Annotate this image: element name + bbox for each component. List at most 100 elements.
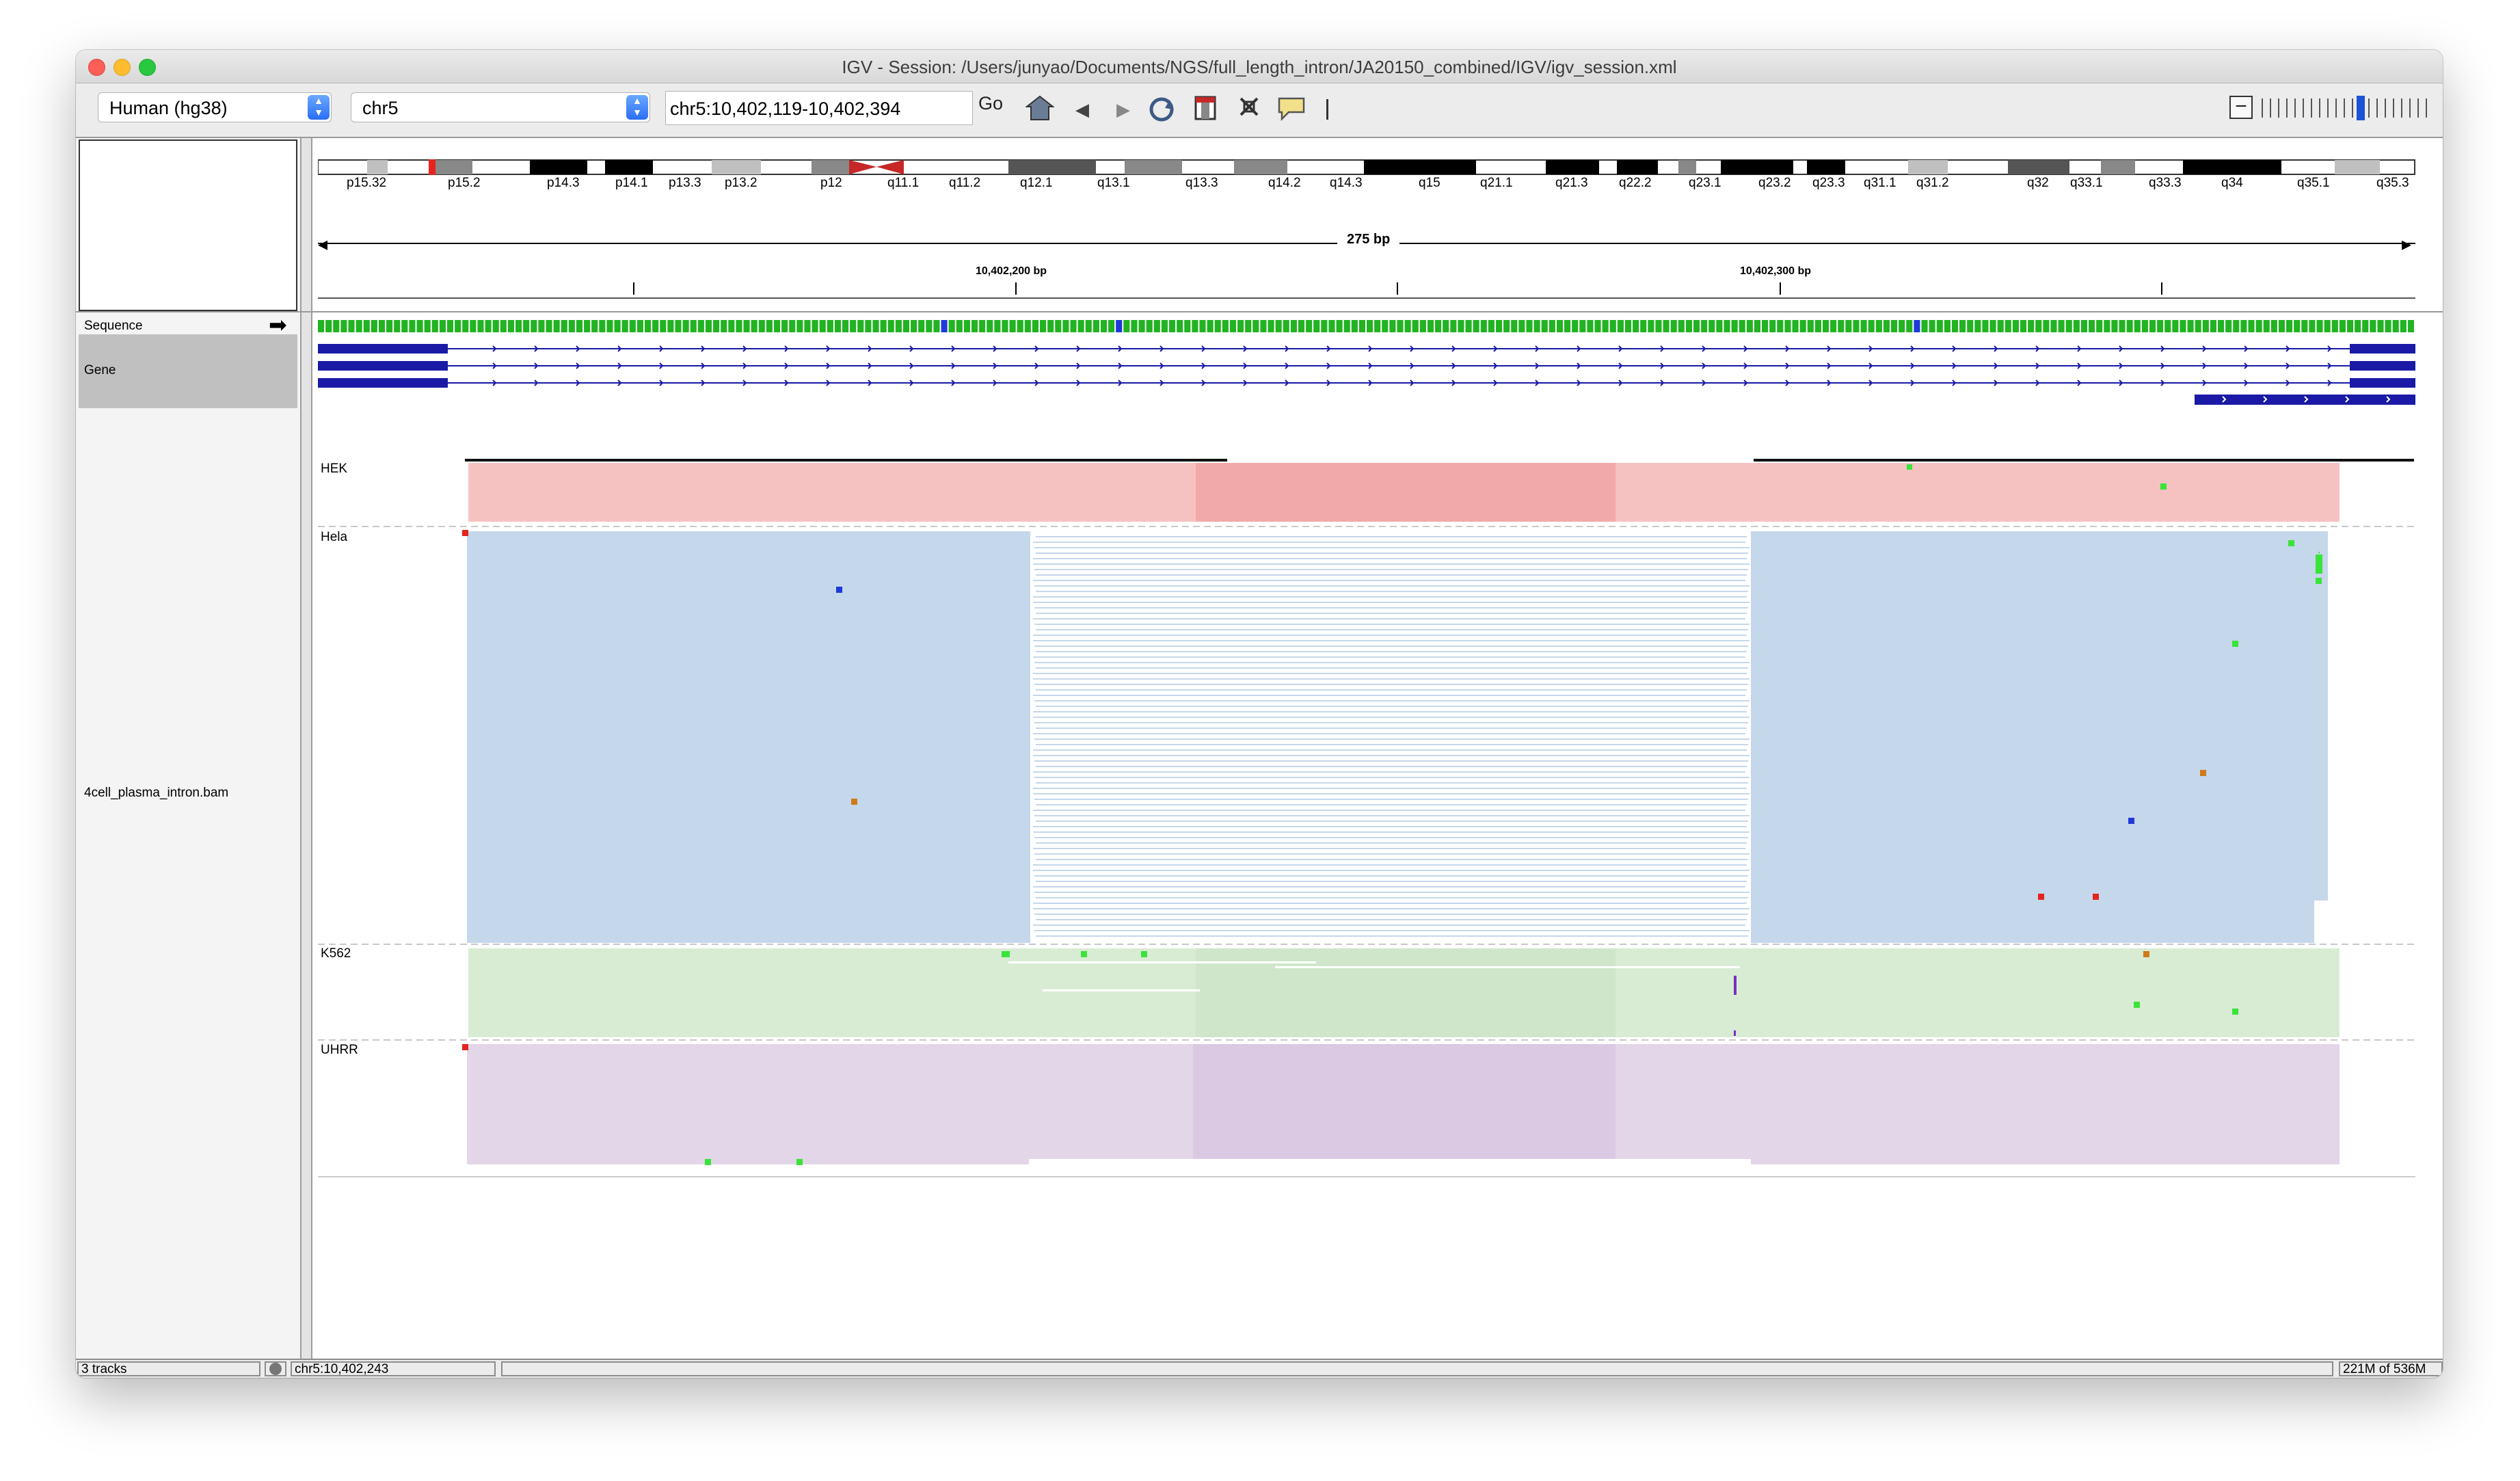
- base-mark: [1077, 320, 1084, 332]
- panel-divider[interactable]: [300, 138, 312, 1359]
- base-mark: [1989, 320, 1996, 332]
- go-button[interactable]: Go: [978, 93, 1004, 114]
- base-mark: [2278, 320, 2286, 332]
- gene-track[interactable]: [318, 341, 2415, 409]
- strand-chevron: [1326, 379, 1331, 386]
- ruler-tick: [1015, 282, 1017, 295]
- maximize-window-button[interactable]: [139, 59, 156, 76]
- base-mark: [1784, 320, 1791, 332]
- track-label-bam[interactable]: 4cell_plasma_intron.bam: [84, 786, 229, 800]
- base-mark: [2370, 320, 2376, 332]
- chevron-updown-icon: ▲ ▼: [626, 95, 648, 120]
- strand-chevron: [1118, 379, 1123, 386]
- strand-chevron: [1910, 379, 1915, 386]
- base-mark: [1807, 320, 1814, 332]
- base-mark: [1974, 320, 1981, 332]
- base-mark: [948, 320, 955, 332]
- strand-chevron: [2160, 345, 2165, 352]
- band-label: q11.1: [887, 176, 920, 190]
- group-label-uhrr: UHRR: [321, 1043, 358, 1057]
- chromosome-dropdown[interactable]: chr5 ▲ ▼: [351, 92, 650, 122]
- track-label-sequence[interactable]: Sequence: [84, 319, 143, 333]
- band-label: q21.3: [1555, 176, 1588, 190]
- strand-chevron: [1618, 345, 1623, 352]
- band-label: q23.3: [1812, 176, 1845, 190]
- minimize-window-button[interactable]: [113, 59, 131, 76]
- base-mark: [2043, 320, 2050, 332]
- home-icon[interactable]: [1025, 94, 1055, 124]
- strand-chevron: [1743, 345, 1748, 352]
- forward-icon[interactable]: ▶: [1116, 99, 1130, 120]
- strand-chevron: [1368, 362, 1373, 369]
- base-mark: [1997, 320, 2004, 332]
- back-icon[interactable]: ◀: [1075, 99, 1089, 120]
- base-mark: [1245, 320, 1252, 332]
- zoom-out-button[interactable]: −: [2229, 96, 2253, 119]
- base-mark: [1906, 320, 1913, 332]
- base-mark: [827, 320, 833, 332]
- roi-icon[interactable]: [1190, 94, 1220, 124]
- strand-chevron: [951, 379, 956, 386]
- base-mark: [2126, 320, 2133, 332]
- strand-chevron: [1118, 362, 1123, 369]
- strand-chevron: [1785, 362, 1790, 369]
- base-mark: [1358, 320, 1365, 332]
- band-label: q32: [2027, 176, 2049, 190]
- sequence-track[interactable]: [318, 320, 2415, 332]
- base-mark: [713, 320, 720, 332]
- zoom-slider-thumb[interactable]: [2357, 96, 2365, 120]
- base-mark: [1754, 320, 1761, 332]
- strand-arrow-icon[interactable]: ➡: [269, 312, 287, 337]
- strand-chevron: [534, 379, 539, 386]
- mismatch-mark: [2232, 1009, 2238, 1015]
- band-label: q22.2: [1619, 176, 1652, 190]
- header-divider[interactable]: [76, 311, 2443, 312]
- base-mark: [401, 320, 408, 332]
- base-mark: [652, 320, 659, 332]
- base-mark: [1693, 320, 1700, 332]
- base-mark: [546, 320, 552, 332]
- header-name-box: [79, 139, 297, 311]
- refresh-icon[interactable]: [1147, 94, 1177, 124]
- base-mark: [2111, 320, 2118, 332]
- fit-window-icon[interactable]: [1234, 94, 1264, 124]
- base-mark: [1002, 320, 1008, 332]
- strand-chevron: [659, 362, 664, 369]
- popup-info-icon[interactable]: [1276, 94, 1306, 124]
- base-mark: [2407, 320, 2414, 332]
- base-mark: [1875, 320, 1882, 332]
- chromosome-ideogram[interactable]: [318, 159, 2415, 176]
- band-label: q33.3: [2149, 176, 2182, 190]
- base-mark: [1214, 320, 1221, 332]
- base-mark: [1161, 320, 1168, 332]
- base-mark: [1017, 320, 1023, 332]
- strand-chevron: [1618, 362, 1623, 369]
- ruler-line-icon[interactable]: [1320, 94, 1334, 124]
- base-mark: [1313, 320, 1320, 332]
- base-mark: [576, 320, 583, 332]
- strand-chevron: [492, 362, 497, 369]
- strand-chevron: [2345, 396, 2350, 403]
- base-mark: [1708, 320, 1715, 332]
- base-mark: [2157, 320, 2164, 332]
- strand-chevron: [784, 379, 789, 386]
- track-label-gene[interactable]: Gene: [84, 363, 116, 377]
- strand-chevron: [1410, 379, 1415, 386]
- band-label: q33.1: [2070, 176, 2103, 190]
- base-mark: [333, 320, 340, 332]
- base-mark: [1914, 320, 1920, 332]
- strand-chevron: [617, 362, 622, 369]
- base-mark: [1367, 320, 1373, 332]
- base-mark: [462, 320, 469, 332]
- alignment-panel[interactable]: [318, 459, 2415, 1177]
- track-bottom-separator: [318, 1176, 2415, 1177]
- genome-dropdown[interactable]: Human (hg38) ▲ ▼: [98, 92, 332, 122]
- window-title: IGV - Session: /Users/junyao/Documents/N…: [842, 57, 1677, 77]
- base-mark: [2096, 320, 2103, 332]
- locus-input[interactable]: chr5:10,402,119-10,402,394: [665, 91, 973, 125]
- close-window-button[interactable]: [88, 59, 105, 76]
- band-label: q13.1: [1097, 176, 1130, 190]
- base-mark: [644, 320, 652, 332]
- zoom-slider[interactable]: [2262, 98, 2432, 118]
- base-mark: [439, 320, 446, 332]
